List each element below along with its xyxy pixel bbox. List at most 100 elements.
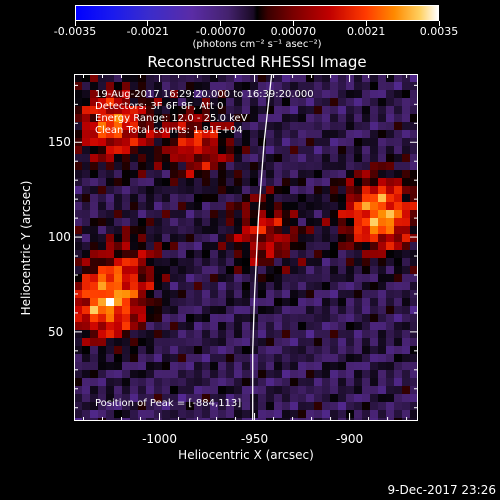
heatmap-cell — [82, 314, 91, 323]
heatmap-cell — [170, 90, 179, 99]
heatmap-cell — [202, 250, 211, 259]
heatmap-cell — [258, 234, 267, 243]
heatmap-cell — [282, 138, 291, 147]
heatmap-cell — [346, 370, 355, 379]
heatmap-cell — [106, 298, 115, 307]
heatmap-cell — [98, 154, 107, 163]
heatmap-cell — [106, 306, 115, 315]
heatmap-cell — [370, 394, 379, 403]
heatmap-cell — [410, 98, 418, 107]
heatmap-cell — [314, 298, 323, 307]
heatmap-cell — [306, 202, 315, 211]
heatmap-cell — [82, 130, 91, 139]
heatmap-cell — [274, 298, 283, 307]
heatmap-cell — [74, 162, 83, 171]
heatmap-cell — [114, 330, 123, 339]
heatmap-cell — [322, 162, 331, 171]
heatmap-cell — [314, 146, 323, 155]
heatmap-cell — [362, 242, 371, 251]
heatmap-cell — [394, 154, 403, 163]
heatmap-cell — [250, 402, 259, 411]
heatmap-cell — [194, 266, 203, 275]
heatmap-cell — [242, 378, 251, 387]
heatmap-cell — [274, 394, 283, 403]
heatmap-cell — [410, 106, 418, 115]
heatmap-cell — [226, 274, 235, 283]
heatmap-cell — [274, 74, 283, 83]
heatmap-cell — [402, 290, 411, 299]
heatmap-cell — [138, 226, 147, 235]
heatmap-cell — [330, 130, 339, 139]
heatmap-cell — [290, 418, 299, 421]
heatmap-cell — [330, 226, 339, 235]
heatmap-cell — [386, 330, 395, 339]
peak-position-text: Position of Peak = [-884,113] — [95, 398, 242, 409]
heatmap-cell — [114, 202, 123, 211]
heatmap-cell — [74, 362, 83, 371]
heatmap-cell — [290, 98, 299, 107]
heatmap-cell — [146, 418, 155, 421]
heatmap-cell — [322, 346, 331, 355]
heatmap-cell — [338, 290, 347, 299]
heatmap-cell — [402, 74, 411, 83]
heatmap-cell — [242, 306, 251, 315]
heatmap-cell — [354, 82, 363, 91]
heatmap-cell — [322, 370, 331, 379]
heatmap-cell — [386, 290, 395, 299]
heatmap-cell — [370, 266, 379, 275]
heatmap-cell — [106, 226, 115, 235]
heatmap-cell — [106, 130, 115, 139]
heatmap-cell — [202, 410, 211, 419]
heatmap-cell — [306, 306, 315, 315]
heatmap-cell — [282, 210, 291, 219]
heatmap-cell — [178, 258, 187, 267]
heatmap-cell — [378, 210, 387, 219]
heatmap-cell — [354, 154, 363, 163]
heatmap-cell — [202, 282, 211, 291]
heatmap-cell — [106, 386, 115, 395]
heatmap-cell — [402, 178, 411, 187]
heatmap-cell — [186, 306, 195, 315]
heatmap-cell — [290, 194, 299, 203]
heatmap-cell — [394, 250, 403, 259]
heatmap-cell — [202, 82, 211, 91]
heatmap-cell — [202, 98, 211, 107]
heatmap-cell — [130, 122, 139, 131]
heatmap-cell — [266, 218, 275, 227]
heatmap-cell — [394, 266, 403, 275]
heatmap-cell — [330, 330, 339, 339]
heatmap-cell — [138, 370, 147, 379]
heatmap-cell — [114, 314, 123, 323]
heatmap-cell — [370, 354, 379, 363]
heatmap-cell — [154, 138, 163, 147]
heatmap-cell — [370, 162, 379, 171]
heatmap-cell — [178, 306, 187, 315]
heatmap-cell — [242, 234, 251, 243]
heatmap-cell — [122, 154, 131, 163]
heatmap-cell — [314, 98, 323, 107]
heatmap-cell — [122, 194, 131, 203]
heatmap-cell — [378, 418, 387, 421]
heatmap-cell — [74, 146, 83, 155]
heatmap-cell — [386, 234, 395, 243]
heatmap-cell — [354, 354, 363, 363]
heatmap-cell — [322, 378, 331, 387]
heatmap-cell — [362, 90, 371, 99]
heatmap-cell — [402, 282, 411, 291]
heatmap-cell — [138, 410, 147, 419]
heatmap-cell — [210, 146, 219, 155]
heatmap-cell — [130, 90, 139, 99]
heatmap-cell — [130, 98, 139, 107]
heatmap-cell — [354, 250, 363, 259]
heatmap-cell — [250, 114, 259, 123]
heatmap-cell — [138, 250, 147, 259]
heatmap-cell — [314, 402, 323, 411]
heatmap-cell — [290, 82, 299, 91]
heatmap-cell — [250, 194, 259, 203]
heatmap-cell — [242, 370, 251, 379]
heatmap-cell — [234, 170, 243, 179]
heatmap-cell — [410, 226, 418, 235]
heatmap-cell — [266, 106, 275, 115]
heatmap-cell — [170, 194, 179, 203]
heatmap-cell — [170, 226, 179, 235]
